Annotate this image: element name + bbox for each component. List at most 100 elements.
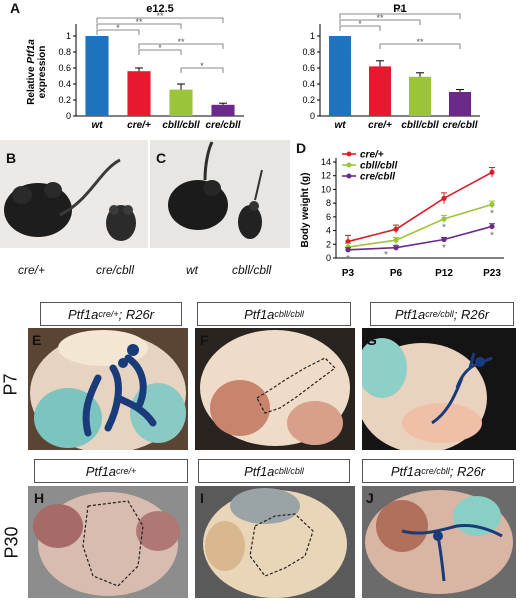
bar-chart-e12-5: Relative Ptf1aexpression e12.5 0 0.2 0.4 0.6 0… <box>26 3 244 131</box>
significance-mark: ** <box>396 7 404 17</box>
caption-cbll-cbll: cbll/cbll <box>232 263 272 277</box>
y-tick-label: 0.8 <box>302 47 315 57</box>
y-tick-label: 0 <box>66 111 71 121</box>
significance-bracket <box>379 43 461 49</box>
significance-mark: * <box>200 61 204 71</box>
bar <box>449 92 471 116</box>
mouse-photo-b <box>0 140 148 248</box>
bar <box>127 71 151 116</box>
chart-title: P1 <box>393 3 406 15</box>
genotype-label-e: Ptf1a cre/+ ; R26r <box>40 302 182 326</box>
data-point <box>345 238 351 245</box>
bar <box>329 36 351 116</box>
panel-label-f: F <box>200 332 209 348</box>
mouse-photo-c <box>150 140 290 248</box>
x-tick-label: P12 <box>435 268 453 279</box>
bar <box>211 104 235 116</box>
data-point <box>345 247 351 253</box>
genotype-label-i: Ptf1a cbll/cbll <box>198 459 350 483</box>
y-tick-label: 8 <box>326 198 331 208</box>
significance-mark: * <box>116 23 120 33</box>
legend-marker <box>346 151 352 157</box>
data-point <box>489 169 495 175</box>
x-tick-label: cbll/cbll <box>162 120 199 131</box>
x-tick-label: cre/+ <box>368 120 392 131</box>
y-tick-label: 2 <box>326 239 331 249</box>
caption-wt: wt <box>186 263 198 277</box>
legend-label: cbll/cbll <box>360 161 397 172</box>
significance-mark: * <box>358 19 362 29</box>
panel-label-a: A <box>10 0 21 16</box>
data-point <box>441 216 447 222</box>
significance-mark: ** <box>416 37 424 47</box>
data-point <box>441 236 447 243</box>
caption-cre-cbll: cre/cbll <box>96 263 135 277</box>
significance-bracket <box>138 43 224 49</box>
x-tick-label: wt <box>91 120 103 131</box>
x-tick-label: cre/cbll <box>205 120 240 131</box>
x-tick-label: P6 <box>390 268 403 279</box>
y-tick-label: 4 <box>326 226 331 236</box>
data-point <box>489 201 495 208</box>
genotype-label-f: Ptf1a cbll/cbll <box>197 302 351 326</box>
y-tick-label: 10 <box>321 184 331 194</box>
data-point <box>393 245 399 251</box>
tissue-photo-h <box>28 486 188 598</box>
y-tick-label: 12 <box>321 171 331 181</box>
panel-label-i: I <box>200 490 204 506</box>
y-tick-label: 0.2 <box>58 95 71 105</box>
panel-label-b: B <box>6 150 17 166</box>
bar-chart-p1: P1 0 0.2 0.4 0.6 0.8 1 wt cre/+ cbll/cbll cre/cbll… <box>302 3 480 131</box>
genotype-label-h: Ptf1a cre/+ <box>34 459 188 483</box>
significance-bracket <box>96 29 140 35</box>
tissue-photo-g <box>362 328 516 450</box>
bar <box>369 66 391 116</box>
x-tick-label: cre/cbll <box>442 120 477 131</box>
data-point <box>489 223 495 230</box>
significance-mark: ** <box>376 13 384 23</box>
legend-label: cre/cbll <box>360 172 395 183</box>
significance-mark: * <box>384 250 388 261</box>
y-axis-label: Relative Ptf1aexpression <box>26 39 48 105</box>
significance-mark: * <box>490 231 494 242</box>
y-axis-label: Body weight (g) <box>300 173 311 248</box>
panel-label-e: E <box>32 332 42 348</box>
data-point <box>441 195 447 201</box>
significance-mark: * <box>442 222 446 233</box>
panel-label-d: D <box>296 140 307 156</box>
significance-mark: * <box>394 242 398 253</box>
y-tick-label: 1 <box>310 31 315 41</box>
genotype-label-j: Ptf1a cre/cbll ; R26r <box>362 459 514 483</box>
series-line <box>347 225 493 251</box>
significance-bracket <box>339 19 421 25</box>
y-tick-label: 1 <box>66 31 71 41</box>
caption-cre-plus: cre/+ <box>18 263 46 277</box>
legend-marker <box>346 173 352 179</box>
y-tick-label: 0.6 <box>302 63 315 73</box>
tissue-photo-f <box>195 328 355 450</box>
y-tick-label: 0.4 <box>302 79 315 89</box>
x-tick-label: wt <box>334 120 346 131</box>
tissue-photo-i <box>195 486 355 598</box>
bar <box>409 76 431 116</box>
significance-bracket <box>96 23 182 29</box>
bar <box>169 89 193 116</box>
significance-mark: * <box>442 243 446 254</box>
significance-bracket <box>96 17 224 23</box>
bar <box>85 36 109 116</box>
y-tick-label: 0.6 <box>58 63 71 73</box>
y-tick-label: 0 <box>326 253 331 263</box>
y-tick-label: 0 <box>310 111 315 121</box>
y-tick-label: 0.8 <box>58 47 71 57</box>
x-tick-label: P23 <box>483 268 501 279</box>
genotype-label-g: Ptf1a cre/cbll ; R26r <box>370 302 514 326</box>
chart-title: e12.5 <box>146 3 174 15</box>
y-tick-label: 6 <box>326 212 331 222</box>
y-tick-label: 14 <box>321 157 331 167</box>
significance-mark: ** <box>135 17 143 27</box>
y-tick-label: 0.4 <box>58 79 71 89</box>
x-tick-label: cbll/cbll <box>401 120 438 131</box>
series-line <box>347 203 493 248</box>
panel-label-g: G <box>366 332 377 348</box>
significance-mark: ** <box>177 37 185 47</box>
